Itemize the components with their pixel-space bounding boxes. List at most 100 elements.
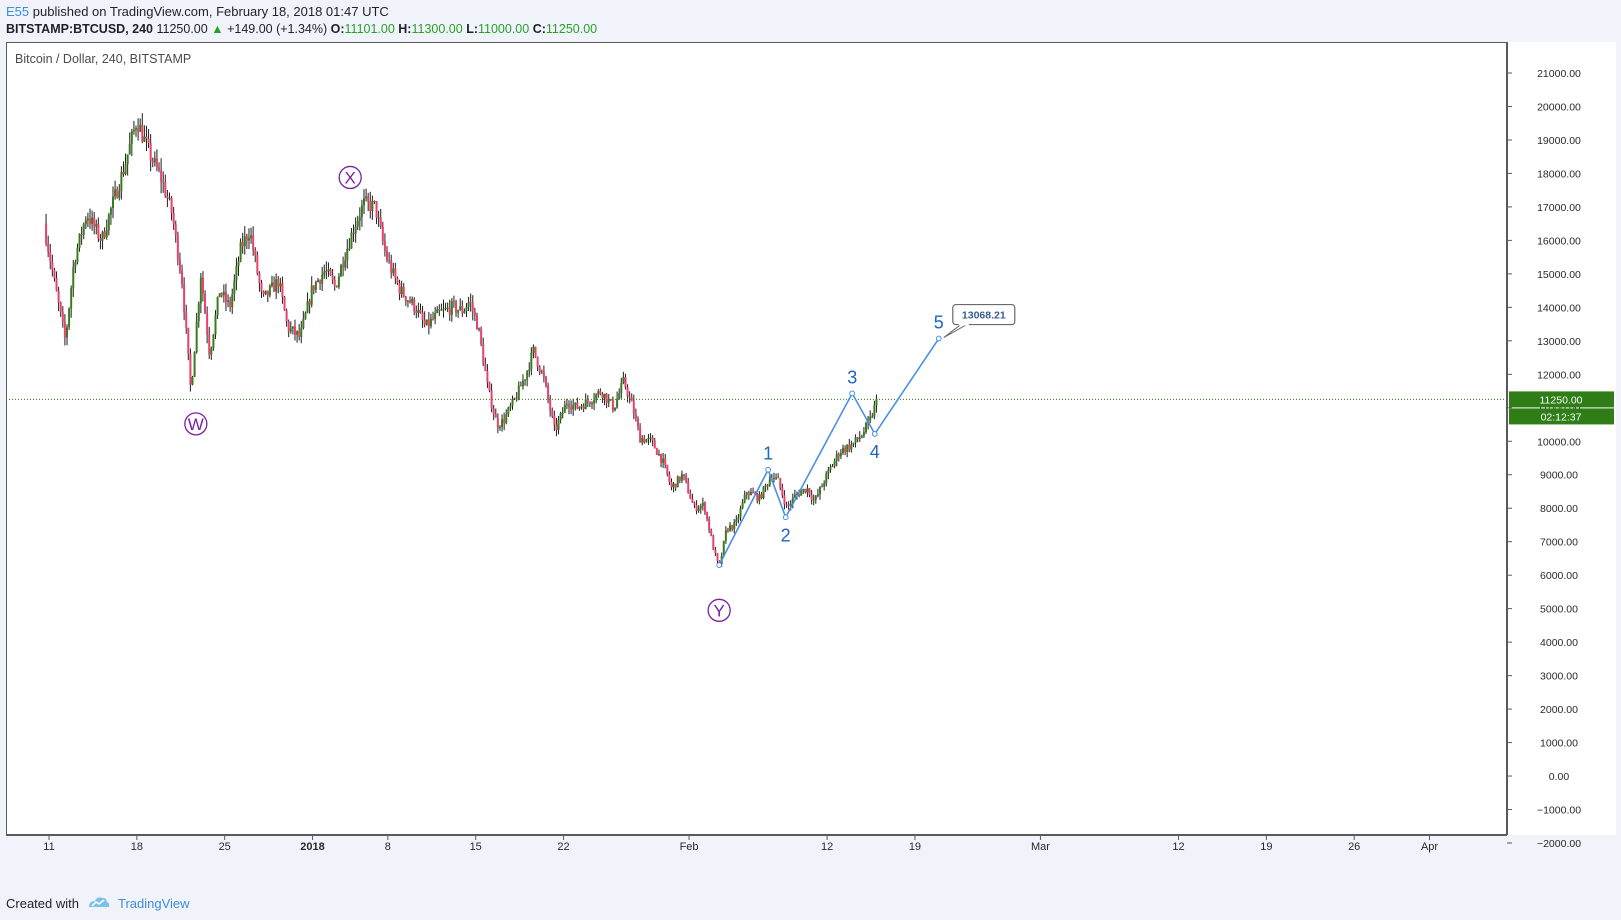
candle-body — [413, 298, 416, 312]
candle-body — [609, 399, 612, 401]
candle-body — [484, 363, 487, 372]
candle-body — [471, 302, 474, 312]
candle-body — [346, 248, 349, 261]
candle-body — [112, 196, 115, 209]
ohlc-legend: BITSTAMP:BTCUSD, 240 11250.00 ▲ +149.00 … — [6, 22, 597, 36]
author-link[interactable]: E55 — [6, 4, 30, 19]
candle-body — [614, 407, 617, 411]
candle-body — [795, 493, 798, 495]
candle-body — [492, 408, 495, 415]
candle-body — [593, 400, 596, 404]
candle-body — [783, 495, 786, 505]
candle-body — [666, 465, 669, 475]
candle-body — [649, 437, 652, 439]
candle-body — [844, 447, 847, 452]
candle-body — [61, 312, 64, 322]
candle-body — [526, 371, 529, 380]
candle-body — [185, 312, 188, 328]
candle-body — [607, 399, 610, 403]
candle-body — [49, 251, 52, 262]
candle-body — [352, 232, 355, 234]
candle-body — [588, 402, 591, 405]
impulse-label-1: 1 — [763, 444, 773, 464]
candle-body — [149, 142, 152, 161]
candle-body — [199, 277, 202, 304]
candle-body — [97, 223, 100, 239]
candle-body — [584, 399, 587, 409]
candle-body — [547, 385, 550, 399]
candle-body — [733, 522, 736, 530]
candle-body — [319, 280, 322, 284]
candle-body — [810, 494, 813, 500]
symbol-label: BITSTAMP:BTCUSD, 240 — [6, 22, 154, 36]
impulse-point — [716, 562, 723, 569]
candle-body — [722, 540, 725, 556]
candle-body — [348, 248, 351, 250]
candle-body — [651, 437, 654, 441]
candle-body — [176, 234, 179, 260]
candle-body — [189, 353, 192, 385]
candle-body — [162, 181, 165, 183]
x-tick-label: 15 — [470, 841, 482, 853]
candle-body — [124, 164, 127, 174]
candle-body — [423, 319, 426, 325]
candle-body — [812, 499, 815, 501]
candle-body — [821, 486, 824, 488]
y-tick-label: 17000.00 — [1537, 202, 1581, 214]
candle-body — [436, 308, 439, 314]
high-label: H: — [398, 22, 412, 36]
candle-body — [869, 416, 872, 421]
candle-body — [475, 315, 478, 330]
up-arrow-icon: ▲ — [211, 22, 224, 36]
candle-body — [632, 401, 635, 415]
candle-body — [858, 437, 861, 440]
candle-body — [270, 282, 273, 286]
candle-body — [590, 403, 593, 405]
candle-body — [419, 309, 422, 313]
candle-body — [586, 399, 589, 403]
candle-body — [536, 356, 539, 367]
y-tick-label: 8000.00 — [1540, 503, 1578, 515]
candle-body — [109, 208, 112, 215]
candle-body — [329, 269, 332, 276]
candle-body — [839, 452, 842, 457]
candle-body — [293, 326, 296, 335]
candle-body — [101, 231, 104, 241]
candle-body — [365, 196, 368, 199]
candle-body — [505, 414, 508, 424]
y-tick-label: 10000.00 — [1537, 436, 1581, 448]
created-with-text: Created with — [6, 896, 79, 911]
candle-body — [683, 474, 686, 476]
candle-body — [379, 217, 382, 227]
candle-body — [80, 233, 83, 235]
candle-body — [703, 502, 706, 513]
candle-body — [183, 284, 186, 313]
candle-body — [63, 321, 66, 338]
candle-body — [729, 525, 732, 531]
candle-body — [743, 494, 746, 503]
candle-body — [130, 131, 133, 144]
candle-body — [480, 328, 483, 344]
candles-group — [45, 113, 878, 567]
candle-body — [120, 171, 123, 192]
candle-body — [107, 214, 110, 231]
candle-body — [691, 498, 694, 503]
candle-body — [47, 243, 50, 252]
candle-body — [685, 475, 688, 482]
y-tick-label: −2000.00 — [1537, 838, 1581, 850]
candle-body — [216, 297, 219, 316]
candle-body — [793, 494, 796, 498]
candle-body — [438, 308, 441, 311]
candle-body — [825, 473, 828, 484]
candle-body — [86, 218, 89, 221]
candle-body — [210, 348, 213, 355]
chart-area[interactable]: Bitcoin / Dollar, 240, BITSTAMP 21000.00 2… — [6, 42, 1616, 887]
tradingview-brand-link[interactable]: TradingView — [118, 896, 190, 911]
candle-body — [76, 247, 79, 263]
candle-body — [281, 283, 284, 297]
candle-body — [670, 481, 673, 488]
impulse-wave-path — [718, 338, 940, 566]
candle-body — [473, 311, 476, 316]
price-chart[interactable]: Bitcoin / Dollar, 240, BITSTAMP21000.002… — [6, 42, 1616, 887]
candle-body — [787, 504, 790, 506]
